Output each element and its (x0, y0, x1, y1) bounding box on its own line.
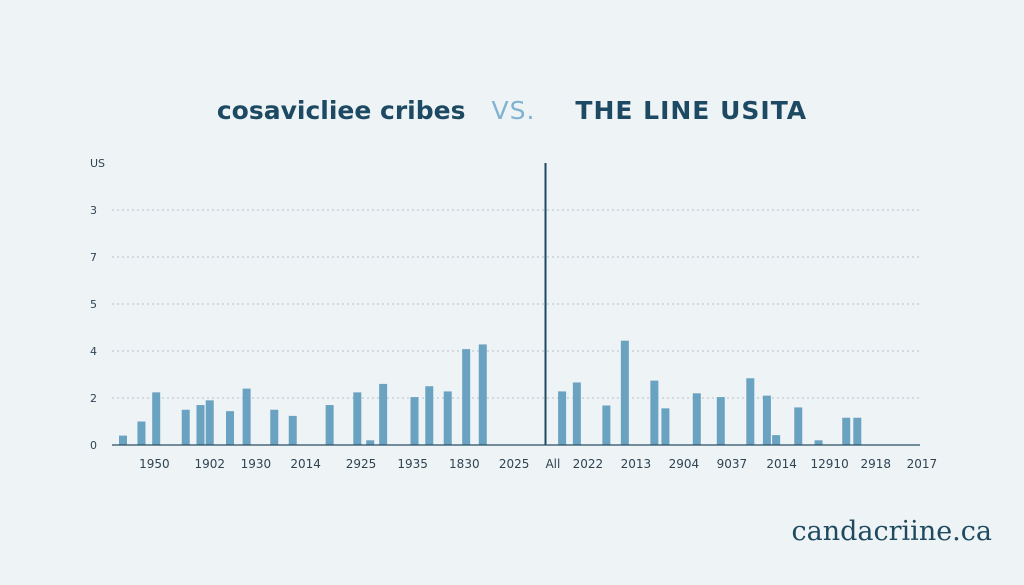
bar (288, 415, 297, 445)
x-tick-label: 2022 (573, 457, 604, 471)
bar (746, 378, 755, 445)
x-tick-label: 2925 (346, 457, 377, 471)
x-tick-label: 2014 (290, 457, 321, 471)
x-tick-label: 1935 (397, 457, 428, 471)
x-tick-label: 2014 (766, 457, 797, 471)
y-tick-label: US (90, 157, 105, 170)
x-tick-label: 9037 (717, 457, 748, 471)
x-tick-label: 2013 (621, 457, 652, 471)
x-tick-label: 1950 (139, 457, 170, 471)
x-tick-label: 1830 (449, 457, 480, 471)
bar (425, 386, 434, 445)
bars (119, 340, 862, 445)
bar (602, 405, 611, 445)
bar (478, 344, 487, 445)
bar (379, 383, 388, 445)
bar (152, 392, 161, 445)
bar (842, 417, 851, 445)
bar (661, 408, 670, 445)
x-tick-labels: 1950 1902 1930 2014 2925 1935 1830 2025 All 2022 2… (139, 457, 937, 471)
bar (853, 417, 862, 445)
bar (692, 393, 701, 445)
y-tick-label: 2 (90, 392, 97, 405)
x-tick-label: 12910 (811, 457, 849, 471)
x-tick-label: 2025 (499, 457, 530, 471)
bar (558, 391, 567, 445)
bar (572, 382, 581, 445)
title-left: cosavicliee cribes (216, 96, 466, 125)
x-tick-label: 1902 (194, 457, 225, 471)
bar (794, 407, 803, 445)
bar (620, 340, 629, 445)
bar (762, 395, 771, 445)
bar (325, 405, 334, 445)
bar (137, 421, 146, 445)
title-vs: VS. (491, 96, 536, 125)
bar (814, 440, 823, 445)
gridlines (112, 209, 920, 399)
x-tick-label: 1930 (241, 457, 272, 471)
y-tick-label: 0 (90, 439, 97, 452)
bar (716, 397, 725, 445)
bar (205, 400, 214, 445)
x-tick-label: 2017 (907, 457, 938, 471)
bar (119, 435, 127, 445)
bar (196, 405, 205, 445)
title-right: THE LINE USITA (575, 96, 808, 125)
bar (650, 380, 659, 445)
bar (181, 409, 190, 445)
bar (410, 397, 419, 445)
bar (242, 388, 251, 445)
y-tick-label: 4 (90, 345, 97, 358)
y-tick-label: 7 (90, 251, 97, 264)
x-tick-label: All (545, 457, 560, 471)
y-tick-label: 5 (90, 298, 97, 311)
x-tick-label: 2918 (860, 457, 891, 471)
watermark: candacriine.ca (791, 516, 992, 547)
y-tick-label: 3 (90, 204, 97, 217)
bar (462, 349, 471, 445)
bar (366, 440, 375, 445)
bar (226, 411, 235, 445)
axes (112, 163, 920, 446)
bar (270, 409, 279, 445)
y-tick-labels: 0 2 4 5 7 3 US (90, 157, 105, 452)
bar (443, 391, 452, 445)
chart-title: cosavicliee cribes VS. THE LINE USITA (0, 96, 1024, 125)
x-tick-label: 2904 (669, 457, 700, 471)
bar (353, 392, 362, 445)
bar (772, 435, 781, 445)
